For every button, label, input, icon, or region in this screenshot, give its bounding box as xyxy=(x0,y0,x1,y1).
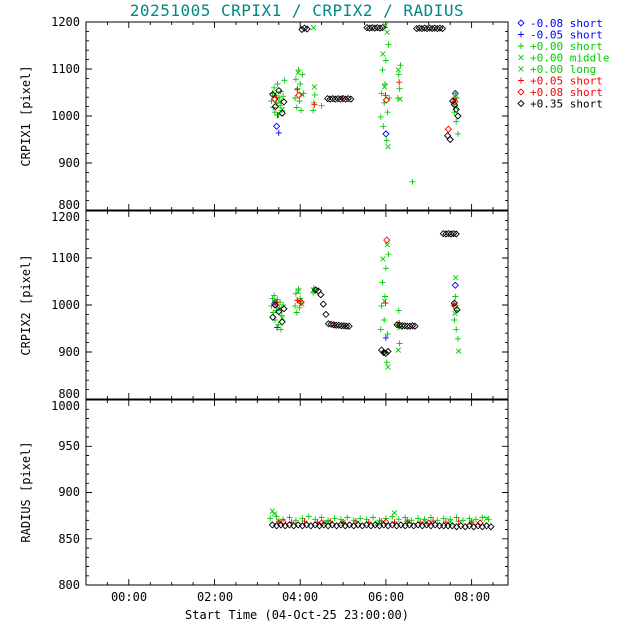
series-markers-+0.00-middle xyxy=(271,242,462,370)
ytick-label: 1100 xyxy=(51,62,80,76)
legend-item-label: -0.05 short xyxy=(530,29,603,42)
x-icon xyxy=(518,54,524,61)
axis-ticks xyxy=(85,399,508,586)
legend-item-label: -0.08 short xyxy=(530,17,603,30)
legend-item-label: +0.05 short xyxy=(530,75,603,88)
scatter-points-crpix1 xyxy=(268,23,462,185)
series-markers-+0.00-short xyxy=(267,513,492,524)
ytick-label: 1000 xyxy=(51,399,80,413)
y-axis-label-radius: RADIUS [pixel] xyxy=(19,441,33,542)
ytick-label: 800 xyxy=(58,198,80,212)
series-markers--0.05-short xyxy=(274,324,389,341)
xtick-label: 00:00 xyxy=(111,590,147,604)
axis-tick-marks xyxy=(85,399,508,586)
scatter-points-radius xyxy=(267,508,495,531)
diamond-icon xyxy=(517,88,525,96)
scatter-points-crpix2 xyxy=(268,229,462,370)
panel-frame-crpix1 xyxy=(85,21,509,211)
x-axis: 00:00 02:00 04:00 06:00 08:00 Start Time… xyxy=(111,590,490,622)
ytick-label: 1200 xyxy=(51,210,80,224)
series-markers--0.08-short xyxy=(272,89,459,138)
series-markers-+0.08-short xyxy=(271,91,459,133)
diamond-icon xyxy=(517,99,525,108)
xtick-label: 06:00 xyxy=(368,590,404,604)
ytick-label: 950 xyxy=(58,439,80,453)
ytick-label: 800 xyxy=(58,387,80,401)
axis-ticks xyxy=(85,210,508,400)
plus-icon xyxy=(518,77,524,84)
series-markers-+0.35-short xyxy=(269,229,461,358)
diamond-icon xyxy=(517,19,525,27)
ytick-label: 900 xyxy=(58,485,80,499)
series-markers-+0.00-short xyxy=(268,41,461,185)
legend: -0.08 short-0.05 short+0.00 short+0.00 m… xyxy=(517,17,609,111)
x-axis-label: Start Time (04-Oct-25 23:00:00) xyxy=(185,608,409,622)
panel-radius: 1000 950 900 850 800 RADIUS [pixel] xyxy=(19,399,509,592)
ytick-label: 900 xyxy=(58,156,80,170)
series-markers-+0.00-long xyxy=(276,84,458,105)
series-markers-+0.35-short xyxy=(268,521,495,531)
plus-icon xyxy=(518,43,524,49)
series-markers-+0.00-long xyxy=(276,298,458,331)
y-axis-label-crpix1: CRPIX1 [pixel] xyxy=(19,65,33,166)
xtick-label: 02:00 xyxy=(197,590,233,604)
panel-frame-radius xyxy=(85,399,509,586)
y-axis-label-crpix2: CRPIX2 [pixel] xyxy=(19,254,33,355)
legend-item-label: +0.00 middle xyxy=(530,52,609,65)
ytick-label: 850 xyxy=(58,532,80,546)
series-markers-+0.35-short xyxy=(269,23,462,144)
x-icon xyxy=(518,66,524,72)
legend-item-label: +0.00 long xyxy=(530,63,596,76)
ytick-label: 1200 xyxy=(51,15,80,29)
panel-frame-crpix2 xyxy=(85,210,509,400)
ytick-label: 900 xyxy=(58,345,80,359)
ytick-label: 800 xyxy=(58,578,80,592)
ytick-label: 1000 xyxy=(51,109,80,123)
series-markers-+0.00-middle xyxy=(271,23,459,150)
plus-icon xyxy=(518,31,524,38)
legend-item-label: +0.00 short xyxy=(530,40,603,53)
xtick-label: 04:00 xyxy=(282,590,318,604)
legend-item-label: +0.08 short xyxy=(530,86,603,99)
legend-item-label: +0.35 short xyxy=(530,98,603,111)
series-markers--0.05-short xyxy=(274,112,282,136)
series-markers-+0.05-short xyxy=(275,518,475,526)
panel-crpix2: 1200 1100 1000 900 800 CRPIX2 [pixel] xyxy=(19,210,509,401)
panel-crpix1: 1200 1100 1000 900 800 CRPIX1 [pixel] xyxy=(19,15,509,212)
xtick-label: 08:00 xyxy=(454,590,490,604)
ytick-label: 1000 xyxy=(51,298,80,312)
plot-title: 20251005 CRPIX1 / CRPIX2 / RADIUS xyxy=(130,1,464,20)
series-markers-+0.00-short xyxy=(268,251,461,366)
ytick-label: 1100 xyxy=(51,251,80,265)
axis-tick-marks xyxy=(85,21,508,211)
axis-ticks xyxy=(85,21,508,211)
axis-tick-marks xyxy=(85,210,508,400)
